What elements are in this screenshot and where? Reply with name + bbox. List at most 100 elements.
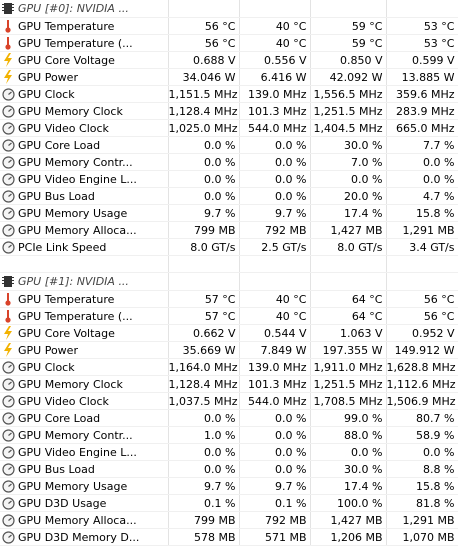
sensor-label: GPU Clock [18, 87, 75, 101]
gauge-icon [1, 377, 15, 391]
value-current: 56 °C [168, 17, 240, 35]
sensor-label: GPU Memory Alloca... [18, 223, 137, 237]
sensor-row-gpu-memory-alloca[interactable]: GPU Memory Alloca... 799 MB 792 MB 1,427 M… [0, 221, 458, 239]
value-current: 799 MB [168, 221, 240, 239]
value-avg: 359.6 MHz [386, 85, 458, 103]
sensor-row-gpu-temperature[interactable]: GPU Temperature 57 °C 40 °C 64 °C 56 °C [0, 290, 458, 308]
value-avg: 80.7 % [386, 409, 458, 427]
gauge-icon [1, 462, 15, 476]
value-max: 1,427 MB [310, 221, 387, 239]
sensor-row-gpu-memory-contr[interactable]: GPU Memory Contr... 1.0 % 0.0 % 88.0 % 58.9… [0, 426, 458, 444]
sensor-row-gpu-video-clock[interactable]: GPU Video Clock 1,025.0 MHz 544.0 MHz 1,40… [0, 119, 458, 137]
value-max: 7.0 % [310, 153, 387, 171]
value-current: 0.0 % [168, 136, 240, 154]
sensor-row-gpu-bus-load[interactable]: GPU Bus Load 0.0 % 0.0 % 30.0 % 8.8 % [0, 460, 458, 478]
sensor-row-gpu-clock[interactable]: GPU Clock 1,151.5 MHz 139.0 MHz 1,556.5 MH… [0, 85, 458, 103]
value-min: 9.7 % [239, 477, 311, 495]
sensor-row-gpu-memory-usage[interactable]: GPU Memory Usage 9.7 % 9.7 % 17.4 % 15.8 % [0, 477, 458, 495]
value-avg: 0.0 % [386, 153, 458, 171]
group-title: GPU [#0]: NVIDIA ... [18, 2, 129, 15]
sensor-row-gpu-power[interactable]: GPU Power 34.046 W 6.416 W 42.092 W 13.885 … [0, 68, 458, 86]
sensor-row-gpu-core-load[interactable]: GPU Core Load 0.0 % 0.0 % 99.0 % 80.7 % [0, 409, 458, 427]
value-current: 0.0 % [168, 153, 240, 171]
value-current: 0.0 % [168, 443, 240, 461]
gauge-icon [1, 411, 15, 425]
sensor-label: GPU Core Voltage [18, 326, 115, 340]
group-header-row[interactable]: GPU [#1]: NVIDIA ... [0, 272, 458, 291]
sensor-row-gpu-video-engine-l[interactable]: GPU Video Engine L... 0.0 % 0.0 % 0.0 % 0.0… [0, 170, 458, 188]
value-min: 0.0 % [239, 443, 311, 461]
value-max: 99.0 % [310, 409, 387, 427]
thermometer-icon [1, 19, 15, 33]
sensor-row-gpu-bus-load[interactable]: GPU Bus Load 0.0 % 0.0 % 20.0 % 4.7 % [0, 187, 458, 205]
value-min: 792 MB [239, 221, 311, 239]
value-max: 1,556.5 MHz [310, 85, 387, 103]
sensor-row-gpu-temperature[interactable]: GPU Temperature (... 56 °C 40 °C 59 °C 53 °… [0, 34, 458, 52]
value-avg: 8.8 % [386, 460, 458, 478]
value-current: 56 °C [168, 34, 240, 52]
sensor-row-gpu-memory-clock[interactable]: GPU Memory Clock 1,128.4 MHz 101.3 MHz 1,2… [0, 102, 458, 120]
sensor-row-gpu-memory-alloca[interactable]: GPU Memory Alloca... 799 MB 792 MB 1,427 M… [0, 511, 458, 529]
sensor-label: GPU Core Load [18, 411, 101, 425]
value-current: 1,151.5 MHz [168, 85, 240, 103]
sensor-row-pcie-link-speed[interactable]: PCIe Link Speed 8.0 GT/s 2.5 GT/s 8.0 GT/s… [0, 238, 458, 256]
value-avg: 0.599 V [386, 51, 458, 69]
sensor-row-gpu-power[interactable]: GPU Power 35.669 W 7.849 W 197.355 W 149.91… [0, 341, 458, 359]
value-min: 544.0 MHz [239, 119, 311, 137]
value-min: 0.0 % [239, 460, 311, 478]
value-max: 1.063 V [310, 324, 387, 342]
value-max: 1,404.5 MHz [310, 119, 387, 137]
sensor-label: GPU Memory Clock [18, 104, 123, 118]
value-current: 0.0 % [168, 170, 240, 188]
value-avg: 1,070 MB [386, 528, 458, 546]
sensor-label: GPU D3D Memory D... [18, 530, 140, 544]
sensor-row-gpu-memory-usage[interactable]: GPU Memory Usage 9.7 % 9.7 % 17.4 % 15.8 % [0, 204, 458, 222]
gauge-icon [1, 223, 15, 237]
value-avg: 1,291 MB [386, 511, 458, 529]
value-current: 578 MB [168, 528, 240, 546]
value-min: 139.0 MHz [239, 85, 311, 103]
sensor-row-gpu-clock[interactable]: GPU Clock 1,164.0 MHz 139.0 MHz 1,911.0 MH… [0, 358, 458, 376]
sensor-row-gpu-memory-clock[interactable]: GPU Memory Clock 1,128.4 MHz 101.3 MHz 1,2… [0, 375, 458, 393]
sensor-row-gpu-video-engine-l[interactable]: GPU Video Engine L... 0.0 % 0.0 % 0.0 % 0.0… [0, 443, 458, 461]
sensor-row-gpu-d3d-memory-d[interactable]: GPU D3D Memory D... 578 MB 571 MB 1,206 MB… [0, 528, 458, 546]
value-current: 0.688 V [168, 51, 240, 69]
value-current: 57 °C [168, 290, 240, 308]
sensor-row-gpu-core-voltage[interactable]: GPU Core Voltage 0.662 V 0.544 V 1.063 V 0.… [0, 324, 458, 342]
value-current: 0.0 % [168, 187, 240, 205]
gauge-icon [1, 240, 15, 254]
sensor-row-gpu-d3d-usage[interactable]: GPU D3D Usage 0.1 % 0.1 % 100.0 % 81.8 % [0, 494, 458, 512]
value-max: 1,251.5 MHz [310, 375, 387, 393]
sensor-label: GPU Bus Load [18, 189, 95, 203]
sensor-row-gpu-temperature[interactable]: GPU Temperature (... 57 °C 40 °C 64 °C 56 °… [0, 307, 458, 325]
sensor-label: GPU Video Clock [18, 394, 109, 408]
value-avg: 15.8 % [386, 477, 458, 495]
sensor-label: GPU Clock [18, 360, 75, 374]
value-avg: 1,291 MB [386, 221, 458, 239]
group-header-row[interactable]: GPU [#0]: NVIDIA ... [0, 0, 458, 18]
sensor-label: GPU Memory Contr... [18, 428, 133, 442]
value-max: 17.4 % [310, 204, 387, 222]
value-min: 544.0 MHz [239, 392, 311, 410]
sensor-row-gpu-video-clock[interactable]: GPU Video Clock 1,037.5 MHz 544.0 MHz 1,70… [0, 392, 458, 410]
sensor-row-gpu-memory-contr[interactable]: GPU Memory Contr... 0.0 % 0.0 % 7.0 % 0.0 % [0, 153, 458, 171]
value-current: 35.669 W [168, 341, 240, 359]
sensor-row-gpu-temperature[interactable]: GPU Temperature 56 °C 40 °C 59 °C 53 °C [0, 17, 458, 35]
value-min: 0.0 % [239, 409, 311, 427]
gauge-icon [1, 394, 15, 408]
value-max: 1,911.0 MHz [310, 358, 387, 376]
thermometer-icon [1, 36, 15, 50]
value-avg: 1,628.8 MHz [386, 358, 458, 376]
sensor-label: GPU Temperature [18, 19, 115, 33]
sensor-row-gpu-core-load[interactable]: GPU Core Load 0.0 % 0.0 % 30.0 % 7.7 % [0, 136, 458, 154]
gauge-icon [1, 530, 15, 544]
value-max: 30.0 % [310, 460, 387, 478]
value-max: 30.0 % [310, 136, 387, 154]
value-current: 0.662 V [168, 324, 240, 342]
sensor-row-gpu-core-voltage[interactable]: GPU Core Voltage 0.688 V 0.556 V 0.850 V 0.… [0, 51, 458, 69]
sensor-label: GPU Memory Usage [18, 479, 128, 493]
value-current: 1,128.4 MHz [168, 375, 240, 393]
sensor-label: GPU Power [18, 70, 78, 84]
